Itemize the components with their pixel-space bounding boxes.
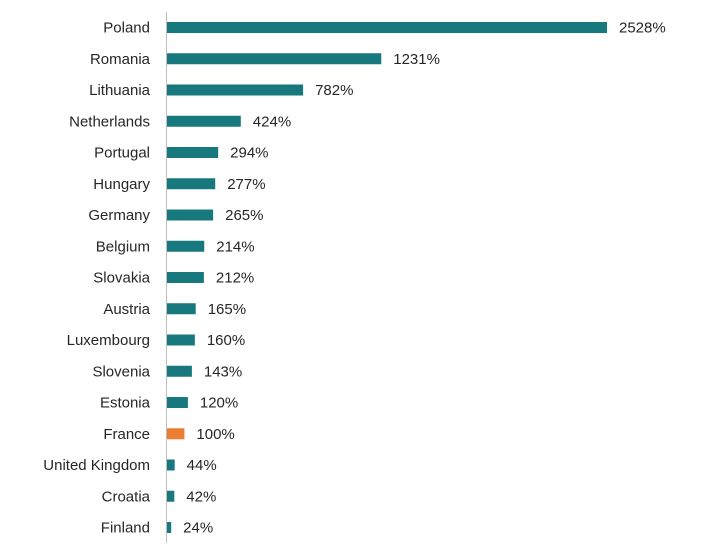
data-label: 424% [253,113,291,130]
data-label: 160% [207,332,245,349]
bar-croatia [167,490,175,502]
category-label: Finland [101,520,150,537]
category-label: Poland [103,20,150,37]
data-label: 24% [183,520,213,537]
data-label: 100% [196,426,234,443]
bar-romania [167,53,382,65]
data-label: 277% [227,176,265,193]
data-label: 1231% [393,51,440,68]
bar-lithuania [167,84,304,96]
category-label: France [103,426,150,443]
category-label: Belgium [96,238,150,255]
category-label: Germany [88,207,150,224]
category-label: Croatia [102,488,151,505]
bar-slovenia [167,365,192,377]
category-labels-group: Poland Romania Lithuania Netherlands Portuga… [43,20,150,537]
bar-germany [167,209,214,221]
data-label: 44% [187,457,217,474]
data-label: 2528% [619,20,666,37]
category-label: Slovakia [93,270,150,287]
category-label: Austria [103,301,150,318]
bar-slovakia [167,272,204,283]
bar-hungary [167,178,216,190]
bar-poland [167,22,607,33]
bar-united-kingdom [167,459,175,471]
category-label: Netherlands [69,113,150,130]
bar-france [167,428,185,440]
bars-group [167,22,607,533]
bar-luxembourg [167,334,195,346]
data-label: 265% [225,207,263,224]
data-label: 143% [204,363,242,380]
bar-netherlands [167,115,241,127]
category-label: United Kingdom [43,457,150,474]
data-label: 214% [216,238,254,255]
bar-portugal [167,147,219,158]
data-label: 42% [186,488,216,505]
category-label: Portugal [94,145,150,162]
data-label: 294% [230,145,268,162]
category-label: Luxembourg [67,332,150,349]
bar-belgium [167,240,205,252]
category-label: Lithuania [89,82,151,99]
data-label: 212% [216,270,254,287]
data-label: 120% [200,395,238,412]
value-labels-group: 2528% 1231% 782% 424% 294% 277% 265% 214% 212% 16… [183,20,666,537]
data-label: 165% [208,301,246,318]
category-label: Romania [90,51,151,68]
category-label: Estonia [100,395,151,412]
bar-finland [167,522,172,533]
bar-austria [167,303,196,315]
category-label: Slovenia [92,363,150,380]
bar-estonia [167,397,188,408]
data-label: 782% [315,82,353,99]
category-label: Hungary [93,176,150,193]
